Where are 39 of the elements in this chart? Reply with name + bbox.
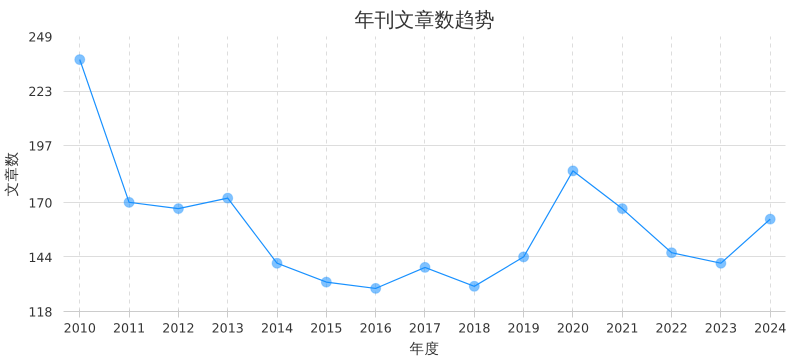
point bbox=[74, 54, 86, 66]
x-tick-label: 2018 bbox=[458, 320, 490, 336]
point bbox=[666, 247, 678, 258]
y-tick-label: 144 bbox=[28, 250, 53, 265]
x-tick-label: 2011 bbox=[112, 320, 146, 336]
point bbox=[222, 192, 234, 204]
y-tick-label: 170 bbox=[28, 195, 53, 210]
x-tick-label: 2016 bbox=[360, 320, 392, 336]
x-tick-label: 2023 bbox=[704, 320, 738, 336]
x-tick-label: 2012 bbox=[162, 320, 195, 336]
point bbox=[370, 282, 382, 294]
x-tick-label: 2017 bbox=[408, 320, 442, 336]
point bbox=[518, 251, 530, 262]
y-tick-label: 249 bbox=[28, 30, 53, 44]
y-tick-label: 118 bbox=[28, 304, 53, 320]
y-tick-label: 223 bbox=[28, 84, 53, 100]
x-tick-label: 2021 bbox=[606, 320, 638, 336]
point bbox=[320, 276, 332, 288]
x-tick-label: 2022 bbox=[655, 320, 688, 336]
point bbox=[616, 203, 628, 214]
x-tick-label: 2015 bbox=[310, 320, 342, 336]
point bbox=[764, 214, 776, 225]
x-axis-title: 年度 bbox=[410, 340, 440, 358]
x-tick-label: 2013 bbox=[212, 320, 244, 336]
x-tick-label: 2020 bbox=[556, 320, 590, 336]
point bbox=[172, 203, 184, 214]
x-tick-label: 2014 bbox=[260, 320, 294, 336]
point bbox=[567, 165, 578, 176]
x-tick-label: 2019 bbox=[508, 320, 540, 336]
point bbox=[468, 280, 480, 292]
x-tick-label: 2010 bbox=[64, 320, 96, 336]
point bbox=[124, 196, 135, 208]
y-axis-title: 文章数 bbox=[3, 152, 20, 196]
chart-title: 年刊文章数趋势 bbox=[354, 8, 494, 32]
point bbox=[715, 258, 726, 269]
point bbox=[272, 258, 283, 269]
y-tick-label: 197 bbox=[28, 138, 53, 154]
point bbox=[419, 262, 430, 273]
x-tick-label: 2024 bbox=[754, 320, 786, 336]
